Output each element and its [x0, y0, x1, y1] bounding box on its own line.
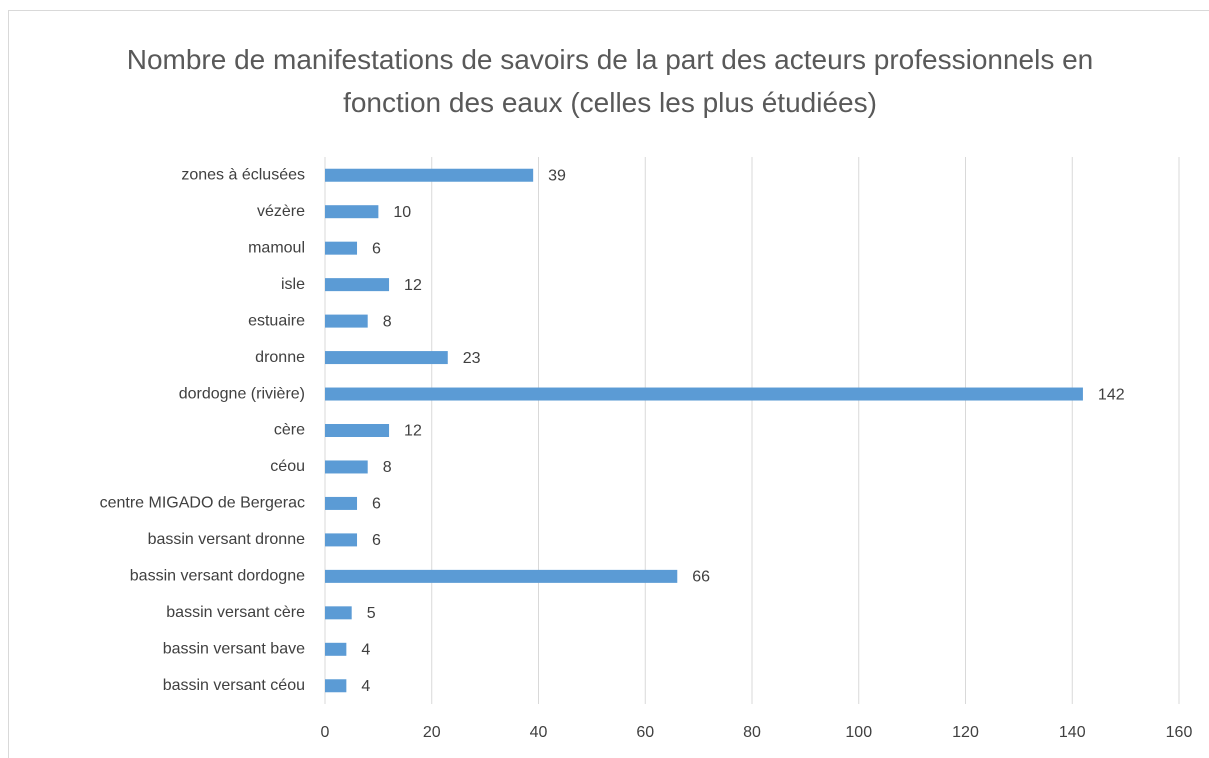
data-label: 39	[548, 167, 566, 184]
y-tick-label: mamoul	[248, 239, 305, 256]
y-tick-label: bassin versant cère	[166, 604, 305, 621]
x-tick-label: 60	[636, 724, 654, 741]
data-label: 10	[393, 204, 411, 221]
y-tick-label: bassin versant dronne	[148, 531, 306, 548]
data-label: 6	[372, 240, 381, 257]
y-tick-label: isle	[281, 276, 305, 293]
x-tick-label: 0	[321, 724, 330, 741]
bar	[325, 496, 358, 510]
data-label: 4	[361, 678, 370, 695]
y-tick-label: bassin versant dordogne	[130, 568, 305, 585]
bar	[325, 278, 390, 292]
bar	[325, 387, 1083, 401]
x-tick-label: 40	[530, 724, 548, 741]
bar	[325, 424, 390, 437]
y-tick-label: bassin versant bave	[163, 641, 305, 658]
bar	[325, 168, 534, 182]
data-label: 66	[692, 569, 710, 586]
x-tick-label: 20	[423, 724, 441, 741]
data-label: 4	[361, 642, 370, 659]
data-label: 6	[372, 532, 381, 549]
bar	[325, 569, 678, 583]
y-tick-label: dronne	[255, 349, 305, 366]
y-tick-label: céou	[270, 458, 305, 475]
data-label: 12	[404, 277, 422, 294]
y-tick-label: centre MIGADO de Bergerac	[100, 495, 305, 512]
y-tick-label: zones à éclusées	[181, 166, 305, 183]
data-label: 8	[383, 459, 392, 476]
x-tick-label: 100	[845, 724, 872, 741]
bar	[325, 205, 379, 219]
data-label: 5	[367, 605, 376, 622]
bar	[325, 606, 352, 620]
y-tick-label: dordogne (rivière)	[179, 385, 305, 402]
data-label: 142	[1098, 386, 1125, 403]
data-label: 23	[463, 350, 481, 367]
bar	[325, 679, 347, 693]
bar	[325, 533, 358, 547]
bar	[325, 241, 358, 255]
data-label: 6	[372, 496, 381, 513]
chart-border	[8, 10, 1209, 758]
x-tick-label: 140	[1059, 724, 1086, 741]
y-tick-label: estuaire	[248, 312, 305, 329]
bar	[325, 351, 448, 365]
x-tick-label: 120	[952, 724, 979, 741]
chart-title: Nombre de manifestations de savoirs de l…	[126, 44, 1094, 118]
data-label: 8	[383, 313, 392, 330]
y-tick-label: vézère	[257, 203, 305, 220]
x-tick-label: 80	[743, 724, 761, 741]
x-tick-label: 160	[1166, 724, 1193, 741]
bar	[325, 314, 368, 328]
y-tick-label: bassin versant céou	[163, 677, 305, 694]
y-tick-label: cère	[274, 422, 305, 439]
bar	[325, 460, 368, 474]
bar	[325, 642, 347, 656]
data-label: 12	[404, 423, 422, 440]
